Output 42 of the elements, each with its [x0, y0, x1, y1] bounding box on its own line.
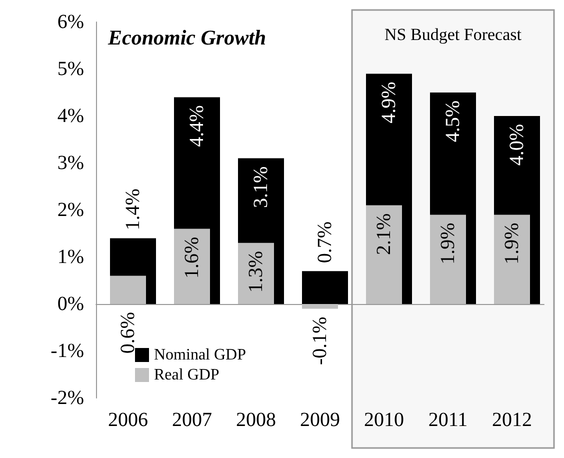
x-tick-label: 2010 — [364, 409, 404, 431]
y-tick-label: 5% — [57, 58, 84, 80]
data-label: 2.1% — [373, 213, 395, 255]
data-label: 1.9% — [437, 222, 459, 264]
bar — [238, 242, 274, 304]
bar — [302, 304, 338, 309]
bar — [430, 214, 466, 304]
legend-label: Nominal GDP — [154, 346, 246, 364]
data-label: 1.6% — [181, 236, 203, 278]
data-label: -0.1% — [309, 316, 331, 366]
y-tick-label: 6% — [57, 11, 84, 33]
band-label: NS Budget Forecast — [384, 25, 522, 44]
y-tick-label: 4% — [57, 105, 84, 127]
y-tick-label: -2% — [50, 387, 84, 409]
data-label: 1.9% — [501, 222, 523, 264]
y-tick-label: -1% — [50, 340, 84, 362]
data-label: 0.6% — [117, 312, 139, 354]
chart-title: Economic Growth — [107, 26, 266, 50]
y-tick-label: 2% — [57, 199, 84, 221]
bar — [110, 276, 146, 304]
data-label: 1.4% — [122, 188, 144, 230]
x-tick-label: 2009 — [300, 409, 340, 431]
x-tick-label: 2008 — [236, 409, 276, 431]
y-tick-label: 3% — [57, 152, 84, 174]
x-tick-label: 2012 — [492, 409, 532, 431]
x-tick-label: 2007 — [172, 409, 212, 431]
data-label: 4.4% — [186, 105, 208, 147]
data-label: 3.1% — [250, 166, 272, 208]
data-label: 4.0% — [506, 124, 528, 166]
x-tick-label: 2006 — [108, 409, 148, 431]
data-label: 4.9% — [378, 82, 400, 124]
y-tick-label: 0% — [57, 293, 84, 315]
legend-label: Real GDP — [154, 366, 220, 384]
data-label: 1.3% — [245, 250, 267, 293]
bar — [366, 205, 402, 304]
data-label: 4.5% — [442, 100, 464, 142]
bar — [302, 271, 348, 304]
x-tick-label: 2011 — [428, 409, 468, 431]
bar — [174, 228, 210, 304]
bar — [494, 214, 530, 304]
y-tick-label: 1% — [57, 246, 84, 268]
data-label: 0.7% — [314, 221, 336, 264]
